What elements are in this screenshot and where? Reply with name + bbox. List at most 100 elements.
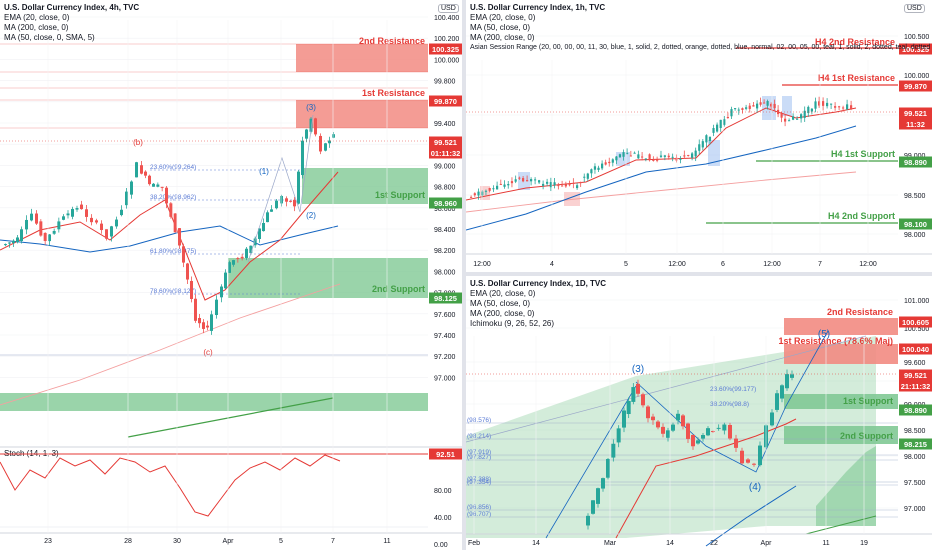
- price-tag-98890: 98.890: [904, 158, 927, 167]
- label-1st-resistance: 1st Resistance: [362, 88, 425, 98]
- price-candle: [12, 240, 15, 244]
- price-candle: [701, 435, 705, 439]
- legend-ma200[interactable]: MA (200, close, 0): [470, 33, 535, 42]
- price-candle: [202, 322, 205, 329]
- price-candle: [694, 150, 697, 157]
- price-candle: [626, 400, 631, 415]
- legend-ema20[interactable]: EMA (20, close, 0): [470, 289, 536, 298]
- y-tick-label: 98.400: [434, 227, 456, 234]
- price-candle: [780, 113, 783, 118]
- price-candle: [737, 109, 740, 111]
- zone-1st-resistance: [296, 100, 428, 128]
- chart-4h-panel[interactable]: 100.400100.200100.00099.80099.60099.4009…: [0, 0, 462, 550]
- legend-ema20[interactable]: EMA (20, close, 0): [470, 13, 536, 22]
- zone-2nd-support: [784, 426, 898, 444]
- price-candle: [4, 244, 7, 246]
- price-candle: [35, 213, 38, 224]
- chart-1h-panel[interactable]: 100.500100.00099.50099.00098.50098.000H4…: [466, 0, 932, 272]
- price-tag-100040: 100.040: [902, 345, 929, 354]
- price-candle: [616, 428, 621, 443]
- chart-4h-canvas[interactable]: 100.400100.200100.00099.80099.60099.4009…: [0, 0, 462, 550]
- price-candle: [597, 167, 600, 170]
- price-tag-98125: 98.125: [434, 294, 457, 303]
- price-candle: [75, 208, 79, 210]
- x-tick-label: 14: [666, 540, 674, 547]
- price-candle: [152, 183, 155, 187]
- legend-asian-session[interactable]: Asian Session Range (20, 00, 00, 00, 11,…: [470, 44, 931, 51]
- price-tag-100325-bg: [429, 43, 462, 55]
- price-candle: [579, 181, 582, 184]
- price-candle: [593, 166, 597, 170]
- wave-label: (4): [749, 482, 761, 493]
- price-candle: [788, 120, 791, 122]
- price-candle: [792, 116, 795, 120]
- price-candle: [606, 459, 610, 478]
- wave-label: (3): [632, 364, 644, 375]
- stoch-value-tag: 92.51: [436, 450, 455, 459]
- price-candle: [266, 212, 269, 223]
- vertical-divider[interactable]: [462, 0, 466, 550]
- asian-session-box: [782, 96, 792, 116]
- price-candle: [663, 155, 666, 157]
- price-candle: [568, 184, 571, 186]
- price-candle: [770, 412, 774, 426]
- price-tag-timer-bg: [899, 118, 932, 130]
- chart-1h-canvas[interactable]: 100.500100.00099.50099.00098.50098.000H4…: [466, 0, 932, 272]
- y-tick-label: 98.000: [904, 454, 926, 461]
- zone-1st-support: [302, 168, 428, 204]
- y-tick-label: 100.000: [434, 57, 459, 64]
- price-candle: [641, 156, 644, 158]
- price-candle: [790, 374, 794, 378]
- price-candle: [810, 108, 813, 112]
- price-candle: [608, 161, 611, 164]
- y-tick-label: 98.500: [904, 193, 926, 200]
- price-candle: [683, 155, 686, 157]
- price-candle: [546, 181, 549, 184]
- wave-line: [545, 385, 637, 539]
- price-candle: [39, 221, 43, 236]
- chart-1h-header: U.S. Dollar Currency Index, 1h, TVC EMA …: [470, 3, 930, 53]
- price-candle: [100, 223, 103, 231]
- horizontal-divider[interactable]: [466, 272, 932, 276]
- y-tick-label: 97.500: [904, 480, 926, 487]
- price-candle: [224, 272, 227, 289]
- price-candle: [648, 154, 651, 161]
- price-candle: [705, 135, 708, 143]
- currency-button[interactable]: USD: [438, 4, 459, 13]
- price-tag-98100: 98.100: [904, 220, 927, 229]
- price-candle: [728, 424, 732, 439]
- legend-ma200[interactable]: MA (200, close, 0): [4, 23, 69, 32]
- price-candle: [206, 325, 209, 328]
- zone-1st-support: [784, 394, 898, 409]
- legend-ma50[interactable]: MA (50, close, 0): [470, 23, 531, 32]
- y-tick-label: 100.500: [904, 326, 929, 333]
- stoch-line: [0, 454, 341, 517]
- price-candle: [826, 102, 829, 107]
- price-candle: [675, 157, 678, 161]
- x-tick-label: 12:00: [763, 261, 781, 268]
- y-tick-label: 101.000: [904, 298, 929, 305]
- y-tick-label: 98.000: [904, 232, 926, 239]
- legend-ichimoku[interactable]: Ichimoku (9, 26, 52, 26): [470, 319, 555, 328]
- y-tick-label: 100.000: [904, 73, 929, 80]
- y-tick-label: 97.000: [434, 375, 456, 382]
- legend-ma200[interactable]: MA (200, close, 0): [470, 309, 535, 318]
- label-h4-2nd-support: H4 2nd Support: [828, 211, 895, 221]
- price-candle: [784, 118, 787, 122]
- price-candle: [796, 118, 799, 120]
- price-candle: [510, 181, 514, 184]
- label-2nd-support: 2nd Support: [372, 284, 425, 294]
- fib-label: (97.354): [467, 479, 491, 486]
- price-candle: [706, 428, 710, 436]
- wave-label: (2): [306, 211, 316, 220]
- legend-ma50[interactable]: MA (50, close, 0, SMA, 5): [4, 33, 95, 42]
- price-candle: [130, 181, 133, 195]
- legend-ema20[interactable]: EMA (20, close, 0): [4, 13, 70, 22]
- chart-1d-canvas[interactable]: 101.000100.50099.60099.40099.00098.50098…: [466, 276, 932, 550]
- currency-button[interactable]: USD: [904, 4, 925, 13]
- y-tick-label: 99.800: [434, 79, 456, 86]
- chart-1d-panel[interactable]: 101.000100.50099.60099.40099.00098.50098…: [466, 276, 932, 550]
- chart-4h-header: U.S. Dollar Currency Index, 4h, TVC EMA …: [4, 3, 139, 43]
- legend-ma50[interactable]: MA (50, close, 0): [470, 299, 531, 308]
- x-tick-label: 6: [721, 261, 725, 268]
